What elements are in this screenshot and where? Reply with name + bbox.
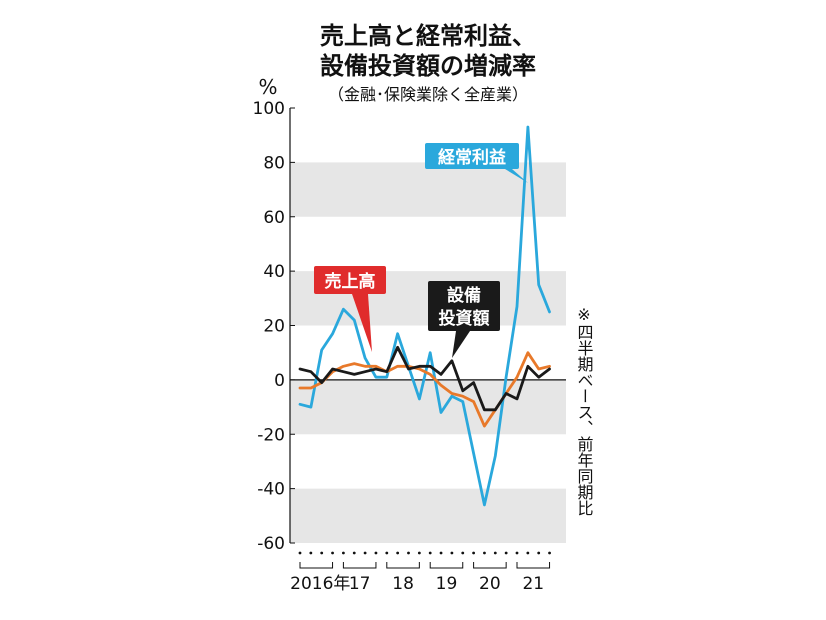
x-quarter-dot (320, 551, 324, 555)
grid-band (290, 162, 566, 217)
callout-label-uriage: 売上高 (325, 271, 376, 292)
x-quarter-dot (385, 551, 389, 555)
x-quarter-dot (461, 551, 465, 555)
x-quarter-dot (363, 551, 367, 555)
callout-label-keijo: 経常利益 (438, 147, 506, 168)
x-quarter-dot (352, 551, 356, 555)
y-tick-label: -40 (257, 480, 285, 500)
series-line-0 (298, 125, 551, 507)
chart-title-line-2: 設備投資額の増減率 (320, 52, 536, 80)
y-tick-label: -60 (257, 534, 285, 554)
year-bracket (386, 562, 420, 569)
x-quarter-dot (407, 551, 410, 555)
x-quarter-dot (450, 551, 454, 555)
year-bracket (516, 562, 551, 569)
chart-note: ※四半期ベース、前年同期比 (575, 305, 594, 516)
callout-box-keijo (425, 143, 519, 169)
callout-box-uriage (314, 266, 386, 294)
x-quarter-dot (472, 551, 475, 555)
x-quarter-dot (309, 551, 313, 555)
x-quarter-dot (298, 551, 302, 555)
chart-subtitle: （金融･保険業除く全産業） (328, 85, 528, 104)
x-quarter-dot (417, 551, 421, 555)
x-quarter-dot (526, 551, 530, 555)
x-tick-label: 21 (522, 574, 544, 594)
x-tick-label: 2016年 (290, 574, 350, 594)
y-axis-unit: % (258, 75, 277, 99)
series-line-2 (298, 345, 551, 412)
x-tick-label: 18 (392, 574, 414, 594)
callout-pointer-setsubi (452, 331, 470, 358)
year-bracket (429, 562, 464, 569)
callout-pointer-uriage (352, 294, 372, 352)
x-quarter-dot (483, 551, 486, 555)
x-quarter-dot (428, 551, 432, 555)
grid-band (290, 379, 566, 435)
x-quarter-dot (537, 551, 541, 555)
x-quarter-dot (439, 551, 443, 555)
callout-pointer-keijo (505, 169, 528, 183)
x-quarter-dot (504, 551, 508, 555)
callout-label-setsubi-1: 設備 (447, 285, 481, 306)
year-bracket (299, 562, 334, 569)
x-quarter-dot (342, 551, 345, 555)
y-tick-label: 20 (263, 317, 285, 337)
y-tick-label: 60 (263, 208, 285, 228)
y-tick-label: -20 (257, 425, 285, 445)
year-bracket (342, 562, 377, 569)
y-tick-label: 100 (253, 99, 285, 119)
x-quarter-dot (515, 551, 519, 555)
x-tick-label: 20 (479, 574, 501, 594)
x-quarter-dot (331, 551, 334, 555)
chart-title-line-1: 売上高と経常利益、 (320, 22, 536, 50)
grid-band (290, 488, 566, 543)
x-quarter-dot (493, 551, 497, 555)
callout-box-setsubi (428, 281, 500, 331)
x-tick-label: 19 (436, 574, 458, 594)
y-tick-label: 0 (274, 371, 285, 391)
x-quarter-dot (548, 551, 551, 555)
x-tick-label: 17 (349, 574, 371, 594)
y-tick-label: 80 (263, 153, 285, 173)
x-quarter-dot (374, 551, 378, 555)
x-quarter-dot (396, 551, 400, 555)
series-line-1 (298, 351, 551, 428)
year-bracket (473, 562, 507, 569)
y-tick-label: 40 (263, 262, 285, 282)
callout-label-setsubi-2: 投資額 (439, 308, 490, 329)
